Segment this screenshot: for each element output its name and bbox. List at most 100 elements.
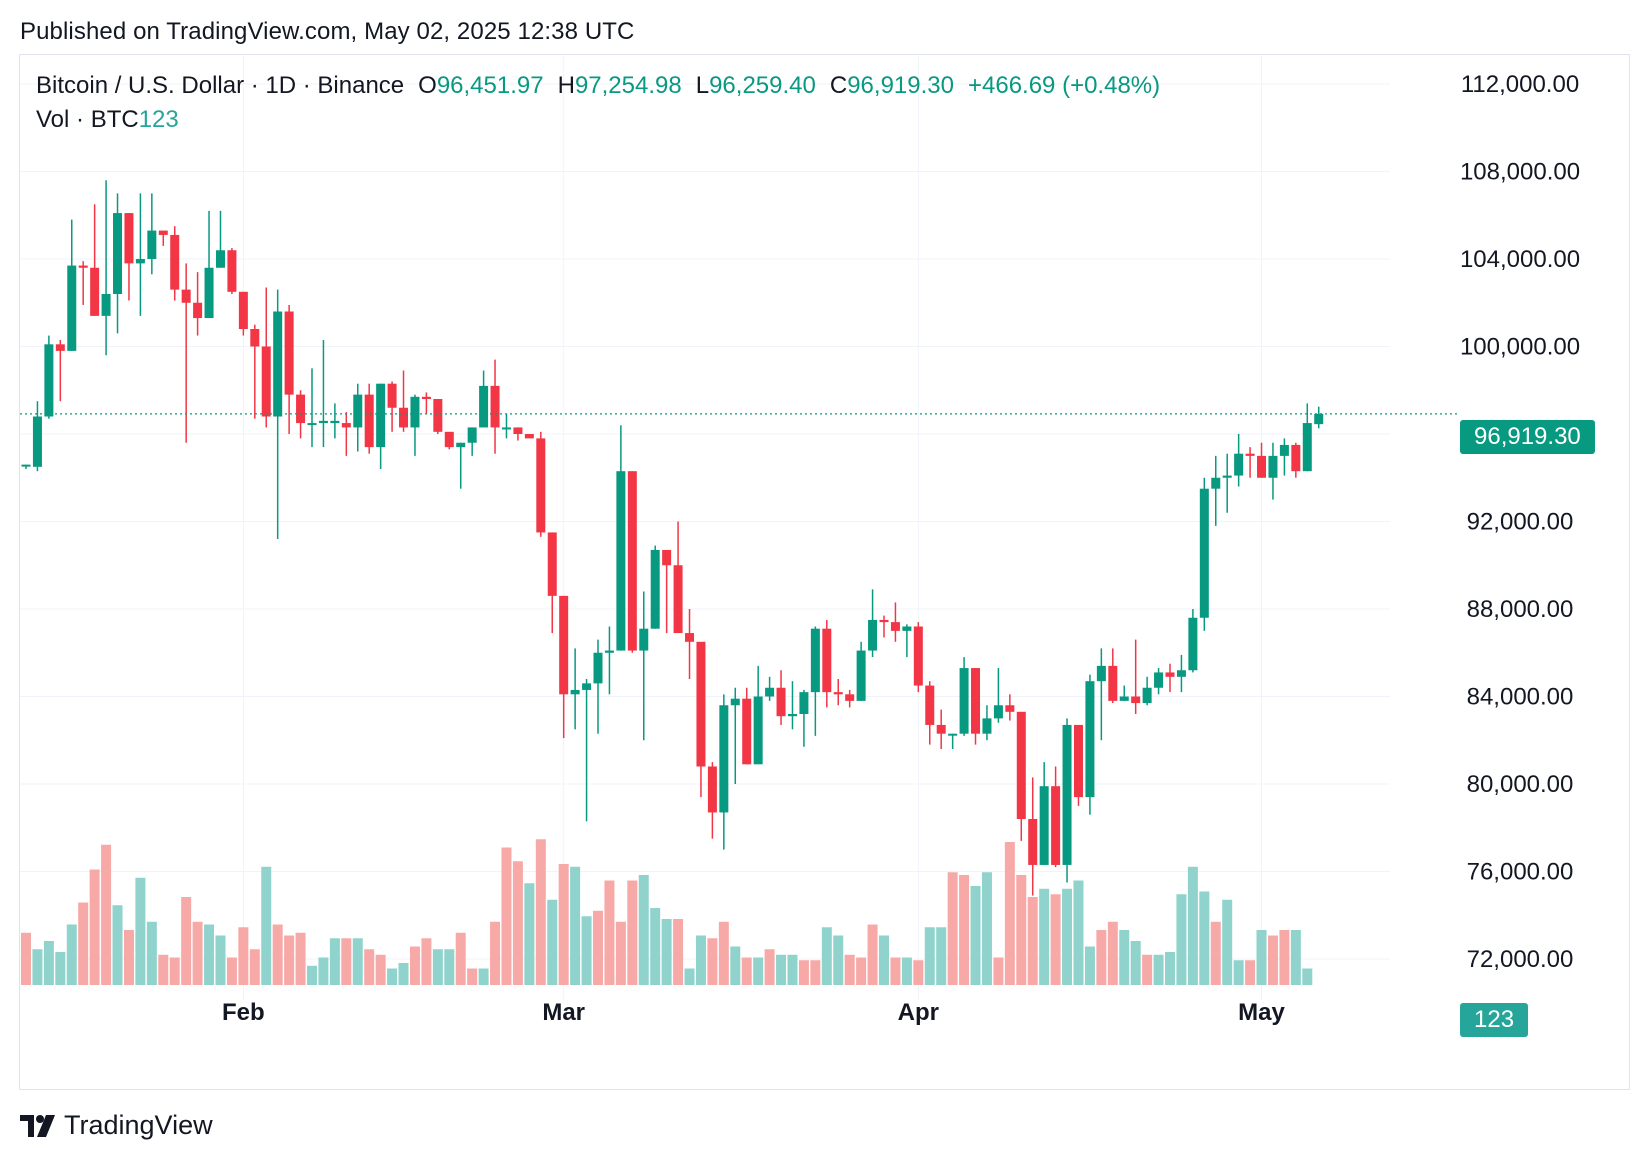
candle-down <box>742 687 752 765</box>
candle-body <box>513 427 523 434</box>
candle-up <box>1176 654 1186 693</box>
volume-bar <box>1222 899 1233 985</box>
candle-down <box>1291 442 1301 478</box>
candle-body <box>1245 453 1255 456</box>
volume-bar <box>78 902 89 985</box>
candle-up <box>1096 648 1106 741</box>
candle-body <box>479 385 489 428</box>
candle-body <box>1062 724 1072 865</box>
volume-bar <box>524 883 535 985</box>
candle-down <box>444 431 454 450</box>
tradingview-brand[interactable]: TradingView <box>20 1110 213 1141</box>
candle-up <box>730 687 740 784</box>
candle-body <box>421 396 431 399</box>
volume-bar <box>844 954 855 985</box>
candle-body <box>101 294 111 316</box>
candle-down <box>1131 639 1141 714</box>
candle-body <box>1211 477 1221 489</box>
volume-bar <box>1050 894 1061 985</box>
candle-up <box>765 676 775 701</box>
volume-bar <box>352 938 363 985</box>
volume-bar <box>32 949 43 985</box>
time-axis: Feb Mar Apr May <box>222 999 1285 1026</box>
volume-bar <box>146 921 157 985</box>
candle-body <box>696 641 706 767</box>
volume-bar <box>432 949 443 985</box>
candle-body <box>845 694 855 701</box>
volume-bar <box>547 899 558 985</box>
candle-up <box>993 668 1003 723</box>
candle-down <box>822 619 832 708</box>
candle-down <box>170 226 180 301</box>
time-tick-label: Feb <box>222 999 265 1026</box>
candle-body <box>204 267 214 319</box>
volume-bar <box>833 935 844 985</box>
candle-down <box>833 679 843 706</box>
candle-down <box>776 670 786 725</box>
candle-down <box>364 383 374 454</box>
volume-bar <box>764 949 775 985</box>
candle-down <box>513 427 523 441</box>
candle-up <box>856 641 866 701</box>
symbol-legend: Bitcoin / U.S. Dollar · 1D · Binance O96,… <box>36 72 1160 100</box>
candle-down <box>879 615 889 638</box>
candle-body <box>948 733 958 736</box>
candle-body <box>78 265 88 268</box>
candle-body <box>90 267 100 316</box>
volume-bar <box>913 960 924 985</box>
volume-bar <box>318 957 329 985</box>
price-tick-label: 104,000.00 <box>1460 246 1580 273</box>
low-value: 96,259.40 <box>709 72 816 99</box>
candle-up <box>204 210 214 319</box>
volume-bar <box>970 886 981 985</box>
candle-body <box>1005 705 1015 712</box>
candle-down <box>1028 777 1038 896</box>
candle-body <box>902 626 912 631</box>
candle-up <box>868 589 878 658</box>
candle-down <box>387 381 397 432</box>
volume-bar <box>661 919 672 985</box>
volume-bar <box>535 839 546 985</box>
candle-body <box>1108 665 1118 701</box>
candle-body <box>1028 819 1038 865</box>
candle-body <box>971 668 981 734</box>
candle-body <box>753 696 763 765</box>
candle-body <box>616 471 626 651</box>
candle-up <box>147 193 157 275</box>
candle-up <box>113 193 123 334</box>
candle-up <box>44 335 54 419</box>
candle-down <box>193 272 203 336</box>
volume-bar <box>936 927 947 985</box>
volume-bar <box>387 968 398 985</box>
volume-bar <box>901 957 912 985</box>
candle-body <box>55 344 65 351</box>
candle-body <box>318 420 328 424</box>
volume-bar <box>947 872 958 985</box>
candle-body <box>467 427 477 443</box>
volume-bar <box>570 866 581 985</box>
volume-bar <box>673 919 684 985</box>
high-value: 97,254.98 <box>574 72 682 99</box>
volume-bar <box>787 954 798 985</box>
candle-body <box>765 687 775 697</box>
volume-bar <box>1084 946 1095 985</box>
candle-body <box>261 346 271 417</box>
candle-up <box>1154 668 1164 695</box>
candle-down <box>547 532 557 634</box>
chart-frame <box>19 54 1630 1090</box>
candle-body <box>570 689 580 695</box>
volume-bar <box>1142 954 1153 985</box>
candle-body <box>959 668 969 734</box>
volume-bar <box>1062 888 1073 985</box>
candle-body <box>1165 672 1175 677</box>
candle-up <box>1222 453 1232 513</box>
volume-bar <box>1073 880 1084 985</box>
candle-up <box>1062 718 1072 883</box>
candle-body <box>227 250 237 292</box>
volume-bar <box>1233 960 1244 985</box>
last-volume-tag: 123 <box>1460 1003 1529 1037</box>
candle-body <box>376 383 386 448</box>
volume-bar <box>1290 930 1301 985</box>
candle-body <box>650 549 660 629</box>
